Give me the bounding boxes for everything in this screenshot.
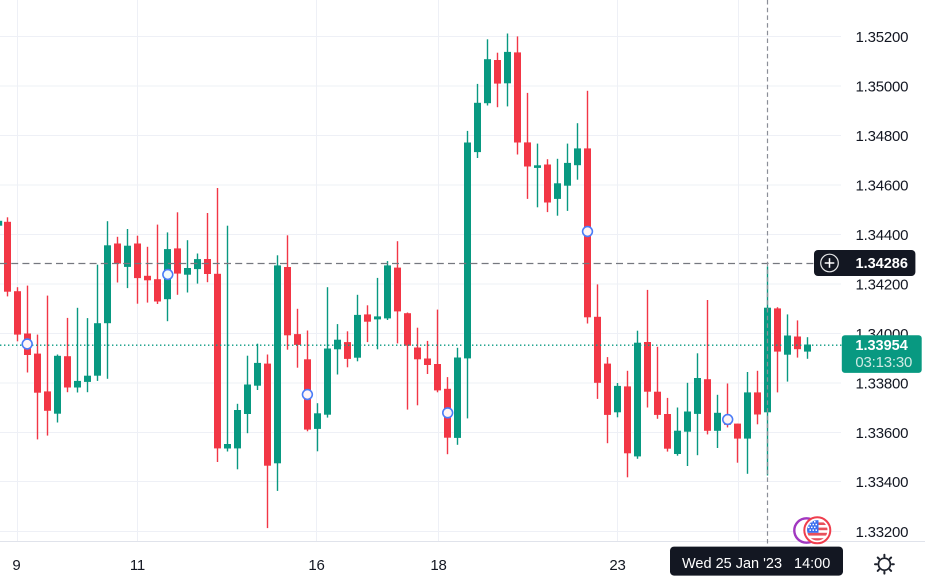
svg-text:1.33800: 1.33800 <box>856 376 909 393</box>
svg-text:11: 11 <box>130 557 145 574</box>
svg-text:9: 9 <box>12 557 20 574</box>
svg-text:1.34286: 1.34286 <box>856 256 908 272</box>
svg-text:Wed 25 Jan '23: Wed 25 Jan '23 <box>682 556 782 572</box>
svg-text:1.33200: 1.33200 <box>856 524 909 541</box>
svg-text:1.33600: 1.33600 <box>856 425 909 442</box>
svg-text:1.34800: 1.34800 <box>856 128 909 145</box>
svg-text:16: 16 <box>308 557 324 574</box>
svg-text:03:13:30: 03:13:30 <box>855 354 912 371</box>
svg-text:1.33400: 1.33400 <box>856 474 909 491</box>
svg-text:14:00: 14:00 <box>794 556 830 572</box>
svg-text:1.35200: 1.35200 <box>856 29 909 46</box>
svg-text:1.35000: 1.35000 <box>856 79 909 96</box>
svg-text:1.33954: 1.33954 <box>855 338 907 354</box>
svg-text:23: 23 <box>609 557 625 574</box>
svg-text:1.34400: 1.34400 <box>856 227 909 244</box>
svg-text:1.34200: 1.34200 <box>856 277 909 294</box>
svg-text:18: 18 <box>430 557 446 574</box>
svg-text:1.34600: 1.34600 <box>856 178 909 195</box>
